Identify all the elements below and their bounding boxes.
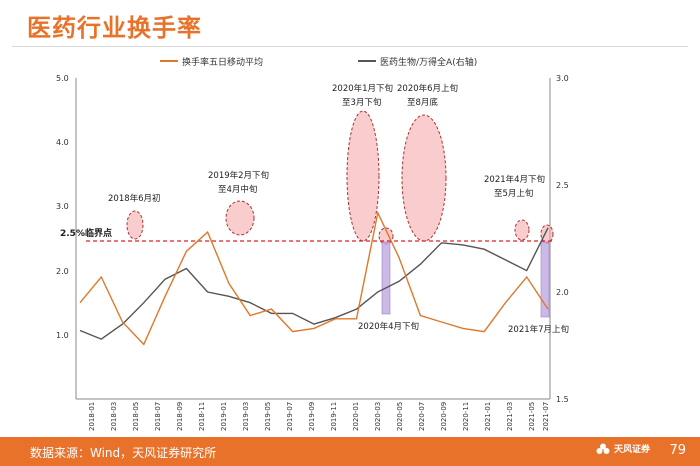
legend-label-turnover: 换手率五日移动平均 <box>182 56 263 68</box>
page-number: 79 <box>669 443 686 458</box>
annotation-label: 2020年6月上旬至8月底 <box>397 83 458 108</box>
y-right-tick: 2.5 <box>556 181 569 190</box>
lowlight-bar-2020-04 <box>381 241 391 315</box>
x-tick: 2019-07 <box>286 402 294 431</box>
x-tick: 2019-09 <box>308 402 316 431</box>
source-note: 数据来源：Wind，天风证券研究所 <box>30 446 217 460</box>
page-title: 医药行业换手率 <box>27 14 202 42</box>
lowlight-bar-2021-07 <box>540 241 550 318</box>
brand-logo: 天风证券 <box>596 441 650 463</box>
y-left-tick: 2.0 <box>56 267 69 276</box>
highlight-ellipse-2021-07 <box>540 224 554 244</box>
annotation-label: 2018年6月初 <box>108 193 161 204</box>
y-left-tick: 5.0 <box>56 74 69 83</box>
x-tick: 2019-03 <box>242 402 250 431</box>
series-line-turnover <box>79 210 549 346</box>
annotation-label: 2019年2月下旬至4月中旬 <box>208 170 269 195</box>
y-left-tick: 4.0 <box>56 138 69 147</box>
series-line-index <box>79 227 549 340</box>
x-tick: 2020-09 <box>440 402 448 431</box>
x-tick: 2021-03 <box>506 402 514 431</box>
y-left-tick: 1.0 <box>56 331 69 340</box>
annotation-label: 2020年4月下旬 <box>358 321 419 332</box>
title-divider <box>12 46 688 47</box>
x-tick: 2020-03 <box>374 402 382 431</box>
x-tick: 2021-01 <box>484 402 492 431</box>
highlight-ellipse-2020-06 <box>401 114 447 242</box>
brand-name: 天风证券 <box>614 445 651 455</box>
x-tick: 2018-05 <box>132 402 140 431</box>
highlight-ellipse-2020-01 <box>346 110 380 242</box>
footer-bar: 数据来源：Wind，天风证券研究所 天风证券 79 <box>0 437 700 466</box>
y-right-tick: 3.0 <box>556 74 569 83</box>
x-tick: 2018-11 <box>198 402 206 431</box>
annotation-label: 2020年1月下旬至3月下旬 <box>332 83 393 108</box>
x-tick: 2020-01 <box>352 402 360 431</box>
x-tick: 2019-05 <box>264 402 272 431</box>
annotation-label: 2021年7月上旬 <box>508 324 569 335</box>
turnover-chart: 换手率五日移动平均 医药生物/万得全A(右轴) 1.0 2.0 3.0 4.0 … <box>56 56 569 431</box>
x-tick: 2019-01 <box>220 402 228 431</box>
x-tick: 2018-07 <box>154 402 162 431</box>
x-tick: 2018-09 <box>176 402 184 431</box>
highlight-ellipse-2018-06 <box>126 210 144 240</box>
legend-label-index: 医药生物/万得全A(右轴) <box>380 56 477 68</box>
highlight-ellipse-2019-02 <box>225 200 255 236</box>
brand-flower-icon <box>596 443 610 454</box>
x-tick: 2020-05 <box>396 402 404 431</box>
x-tick: 2018-01 <box>88 402 96 431</box>
y-right-tick: 1.5 <box>556 395 569 404</box>
x-tick: 2020-07 <box>418 402 426 431</box>
threshold-label: 2.5%临界点 <box>60 227 112 239</box>
x-tick: 2021-07 <box>542 402 550 431</box>
y-right-tick: 2.0 <box>556 288 569 297</box>
highlight-ellipse-2021-04 <box>514 219 530 241</box>
annotation-label: 2021年4月下旬至5月上旬 <box>484 174 545 199</box>
x-tick: 2018-03 <box>110 402 118 431</box>
x-tick: 2019-11 <box>330 402 338 431</box>
x-tick: 2021-05 <box>528 402 536 431</box>
y-left-tick: 3.0 <box>56 202 69 211</box>
x-tick: 2020-11 <box>462 402 470 431</box>
